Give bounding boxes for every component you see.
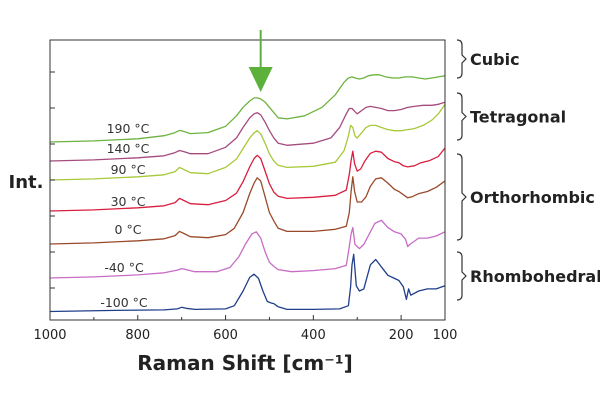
temperature-label-5: 140 °C <box>107 141 150 156</box>
temperature-label-1: -40 °C <box>104 260 144 275</box>
phase-label-0: Cubic <box>470 50 520 69</box>
series-line-5 <box>49 101 446 162</box>
series-line-3 <box>49 147 446 212</box>
peak-arrow-icon <box>248 30 273 92</box>
series-line-6 <box>49 74 446 143</box>
phase-bracket-2 <box>456 153 467 241</box>
temperature-label-0: -100 °C <box>100 295 148 310</box>
series-line-0 <box>49 253 446 313</box>
x-axis-title: Raman Shift [cm⁻¹] <box>137 351 352 375</box>
temperature-label-3: 30 °C <box>111 194 146 209</box>
y-axis-label: Int. <box>9 172 44 193</box>
series-line-2 <box>49 176 446 245</box>
phase-bracket-1 <box>456 92 467 141</box>
phase-labels: Cubic Tetragonal Orthorhombic Rhombohedral <box>456 39 600 301</box>
x-tick-label-0: 1000 <box>33 328 66 343</box>
axis-ticks: 1000 800 600 400 200 100 <box>33 71 458 343</box>
temperature-labels: -100 °C -40 °C 0 °C 30 °C 90 °C 140 °C 190 °C <box>100 121 149 310</box>
spectra-curves <box>49 74 446 313</box>
phase-label-3: Rhombohedral <box>470 267 600 286</box>
x-tick-label-5: 100 <box>433 328 458 343</box>
temperature-label-6: 190 °C <box>107 121 150 136</box>
peak-arrow-head <box>248 67 273 92</box>
phase-bracket-3 <box>456 251 467 301</box>
series-line-1 <box>49 219 446 279</box>
phase-label-1: Tetragonal <box>470 108 566 127</box>
temperature-label-4: 90 °C <box>111 162 146 177</box>
x-tick-label-2: 600 <box>213 328 238 343</box>
x-tick-label-1: 800 <box>125 328 150 343</box>
series-line-4 <box>49 104 446 181</box>
x-tick-label-4: 200 <box>389 328 414 343</box>
temperature-label-2: 0 °C <box>115 222 142 237</box>
x-tick-label-3: 400 <box>301 328 326 343</box>
plot-frame <box>49 39 446 321</box>
phase-bracket-0 <box>456 39 467 79</box>
phase-label-2: Orthorhombic <box>470 188 595 207</box>
